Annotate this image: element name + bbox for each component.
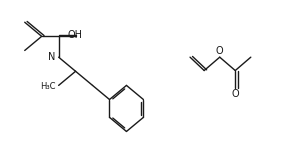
Text: H₃C: H₃C (40, 82, 56, 91)
Text: O: O (231, 89, 239, 99)
Text: N: N (48, 52, 55, 62)
Text: OH: OH (67, 30, 82, 40)
Text: O: O (216, 46, 224, 56)
